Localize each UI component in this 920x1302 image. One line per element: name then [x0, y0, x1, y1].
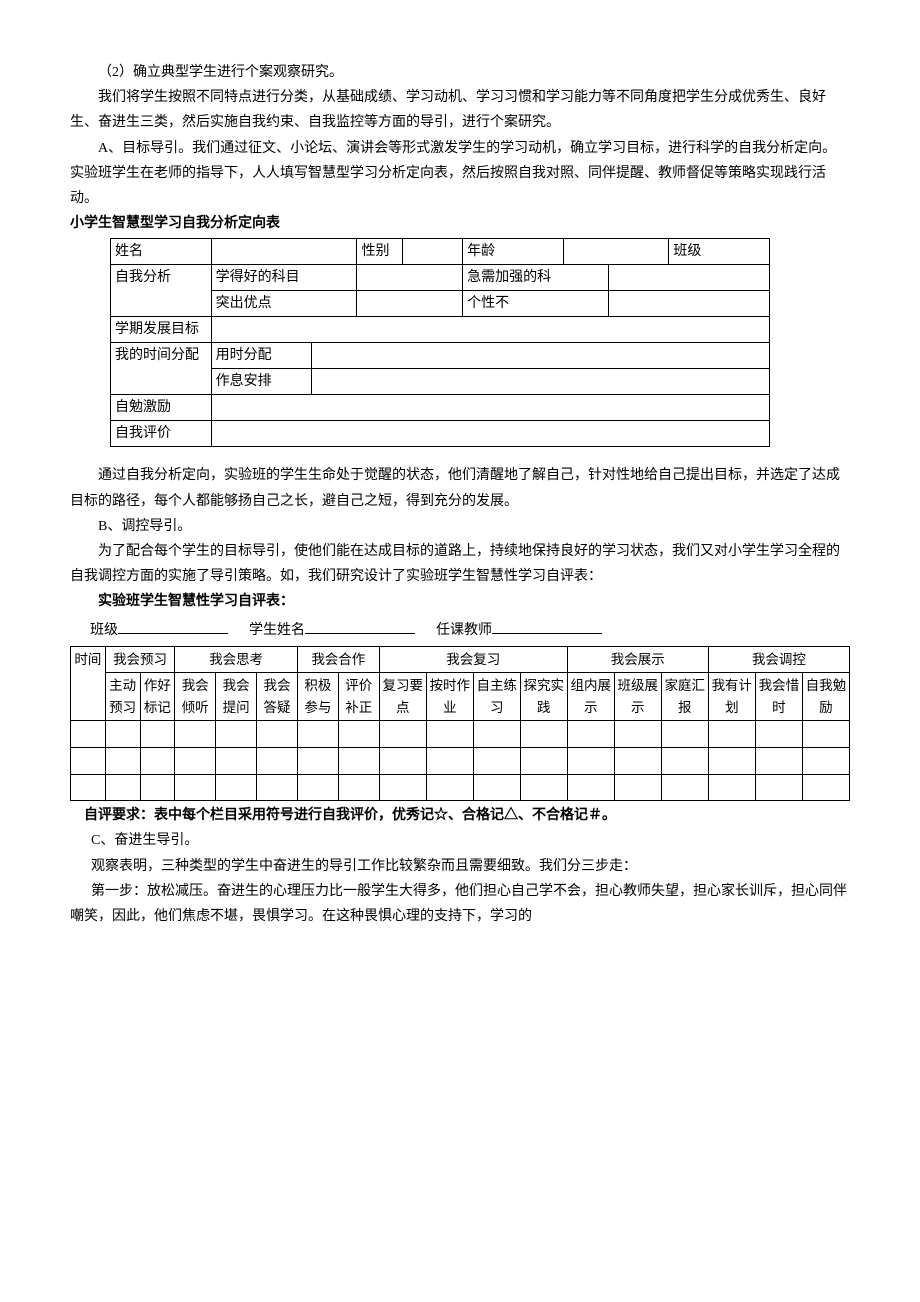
table-self-analysis: 姓名 性别 年龄 班级 自我分析 学得好的科目 急需加强的科 突出优点 个性不 … [110, 238, 770, 447]
eval-note: 自评要求：表中每个栏目采用符号进行自我评价，优秀记☆、合格记△、不合格记＃。 [84, 803, 850, 828]
label-student: 学生姓名 [249, 623, 305, 638]
cell: 我会倾听 [175, 673, 216, 721]
cell: 主动预习 [105, 673, 140, 721]
cell [211, 421, 769, 447]
table-row: 自勉激励 [111, 395, 770, 421]
cell: 探究实践 [520, 673, 567, 721]
cell [563, 239, 669, 265]
cell: 我会答疑 [257, 673, 298, 721]
fill-class [118, 619, 228, 634]
label-teacher: 任课教师 [436, 623, 492, 638]
fill-teacher [492, 619, 602, 634]
table2-title: 实验班学生智慧性学习自评表： [70, 589, 850, 614]
para-1: （2）确立典型学生进行个案观察研究。 [70, 60, 850, 85]
cell [71, 748, 106, 775]
table-row: 主动预习 作好标记 我会倾听 我会提问 我会答疑 积极参与 评价补正 复习要点 … [71, 673, 850, 721]
table-row: 学期发展目标 [111, 317, 770, 343]
cell [71, 721, 106, 748]
cell: 自主练习 [473, 673, 520, 721]
cell [211, 239, 357, 265]
cell: 积极参与 [297, 673, 338, 721]
table-row: 姓名 性别 年龄 班级 [111, 239, 770, 265]
cell: 自我评价 [111, 421, 212, 447]
cell: 班级 [669, 239, 770, 265]
cell: 我会提问 [216, 673, 257, 721]
cell: 家庭汇报 [661, 673, 708, 721]
cell: 复习要点 [379, 673, 426, 721]
cell: 急需加强的科 [463, 265, 609, 291]
cell: 我会预习 [105, 646, 175, 673]
cell: 评价补正 [338, 673, 379, 721]
cell [211, 317, 769, 343]
table1-title: 小学生智慧型学习自我分析定向表 [70, 211, 850, 236]
cell: 班级展示 [614, 673, 661, 721]
cell [357, 291, 463, 317]
cell: 组内展示 [567, 673, 614, 721]
cell: 我会合作 [297, 646, 379, 673]
cell [402, 239, 462, 265]
cell: 突出优点 [211, 291, 357, 317]
table-row [71, 748, 850, 775]
cell: 自勉激励 [111, 395, 212, 421]
cell: 我的时间分配 [111, 343, 212, 395]
table-row: 自我分析 学得好的科目 急需加强的科 [111, 265, 770, 291]
para-5: B、调控导引。 [70, 514, 850, 539]
cell: 我会调控 [708, 646, 849, 673]
cell: 姓名 [111, 239, 212, 265]
cell: 用时分配 [211, 343, 312, 369]
cell: 按时作业 [426, 673, 473, 721]
cell: 年龄 [463, 239, 564, 265]
fill-student [305, 619, 415, 634]
para-2: 我们将学生按照不同特点进行分类，从基础成绩、学习动机、学习习惯和学习能力等不同角… [70, 85, 850, 135]
cell [608, 265, 769, 291]
cell [357, 265, 463, 291]
table-row: 自我评价 [111, 421, 770, 447]
para-9: 第一步：放松减压。奋进生的心理压力比一般学生大得多，他们担心自己学不会，担心教师… [70, 879, 850, 929]
cell: 个性不 [463, 291, 609, 317]
label-class: 班级 [90, 623, 118, 638]
table-row [71, 721, 850, 748]
cell [312, 343, 770, 369]
cell: 我会展示 [567, 646, 708, 673]
cell: 自我勉励 [802, 673, 849, 721]
cell: 性别 [357, 239, 402, 265]
table-row: 时间 我会预习 我会思考 我会合作 我会复习 我会展示 我会调控 [71, 646, 850, 673]
table-row: 我的时间分配 用时分配 [111, 343, 770, 369]
cell: 自我分析 [111, 265, 212, 317]
para-4: 通过自我分析定向，实验班的学生生命处于觉醒的状态，他们清醒地了解自己，针对性地给… [70, 463, 850, 513]
cell: 我会思考 [175, 646, 298, 673]
cell [608, 291, 769, 317]
cell: 作好标记 [140, 673, 175, 721]
table-row [71, 774, 850, 801]
cell: 作息安排 [211, 369, 312, 395]
para-3: A、目标导引。我们通过征文、小论坛、演讲会等形式激发学生的学习动机，确立学习目标… [70, 136, 850, 212]
cell [211, 395, 769, 421]
cell [312, 369, 770, 395]
cell: 学得好的科目 [211, 265, 357, 291]
cell: 时间 [71, 646, 106, 721]
cell: 我会惜时 [755, 673, 802, 721]
cell: 我会复习 [379, 646, 567, 673]
table-self-eval: 时间 我会预习 我会思考 我会合作 我会复习 我会展示 我会调控 主动预习 作好… [70, 646, 850, 802]
cell [71, 774, 106, 801]
form-line: 班级 学生姓名 任课教师 [90, 618, 850, 643]
cell: 我有计划 [708, 673, 755, 721]
para-7: C、奋进生导引。 [70, 828, 850, 853]
cell: 学期发展目标 [111, 317, 212, 343]
para-6: 为了配合每个学生的目标导引，使他们能在达成目标的道路上，持续地保持良好的学习状态… [70, 539, 850, 589]
para-8: 观察表明，三种类型的学生中奋进生的导引工作比较繁杂而且需要细致。我们分三步走： [70, 854, 850, 879]
